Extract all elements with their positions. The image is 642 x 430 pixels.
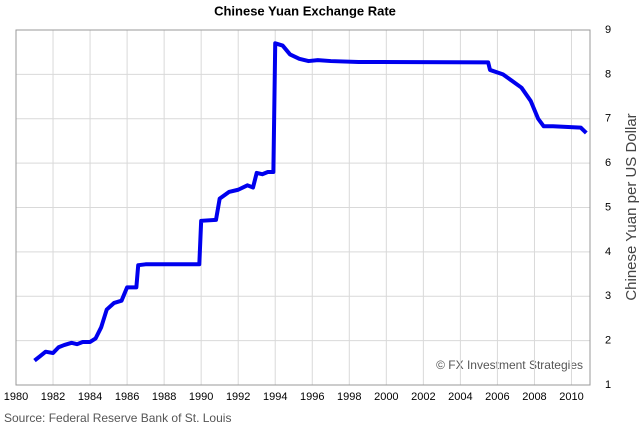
- y-axis-label: Chinese Yuan per US Dollar: [623, 113, 640, 300]
- y-tick-label: 7: [605, 113, 611, 125]
- x-tick-label: 1988: [152, 391, 176, 403]
- y-tick-label: 9: [605, 24, 611, 36]
- x-tick-label: 2002: [411, 391, 435, 403]
- x-tick-label: 1992: [226, 391, 250, 403]
- x-tick-label: 2006: [485, 391, 509, 403]
- y-tick-label: 2: [605, 335, 611, 347]
- plot-frame: [15, 29, 591, 386]
- data-line: [33, 41, 588, 363]
- x-tick-label: 1982: [41, 391, 65, 403]
- x-tick-label: 1984: [78, 391, 102, 403]
- x-tick-label: 2000: [374, 391, 398, 403]
- x-tick-label: 2004: [448, 391, 472, 403]
- chart-title: Chinese Yuan Exchange Rate: [214, 3, 396, 18]
- x-tick-label: 1986: [115, 391, 139, 403]
- x-tick-label: 1996: [300, 391, 324, 403]
- y-tick-label: 4: [605, 246, 611, 258]
- x-tick-label: 1990: [189, 391, 213, 403]
- source: Source: Federal Reserve Bank of St. Loui…: [4, 411, 231, 425]
- y-tick-label: 6: [605, 157, 611, 169]
- x-tick-label: 1994: [263, 391, 287, 403]
- y-tick-label: 5: [605, 201, 611, 213]
- x-tick-label: 1980: [4, 391, 28, 403]
- annotation: © FX Investment Strategies: [436, 358, 583, 372]
- x-tick-label: 2008: [522, 391, 546, 403]
- y-tick-label: 3: [605, 290, 611, 302]
- x-tick-label: 2010: [559, 391, 583, 403]
- y-tick-label: 8: [605, 68, 611, 80]
- x-tick-label: 1998: [337, 391, 361, 403]
- y-tick-label: 1: [605, 379, 611, 391]
